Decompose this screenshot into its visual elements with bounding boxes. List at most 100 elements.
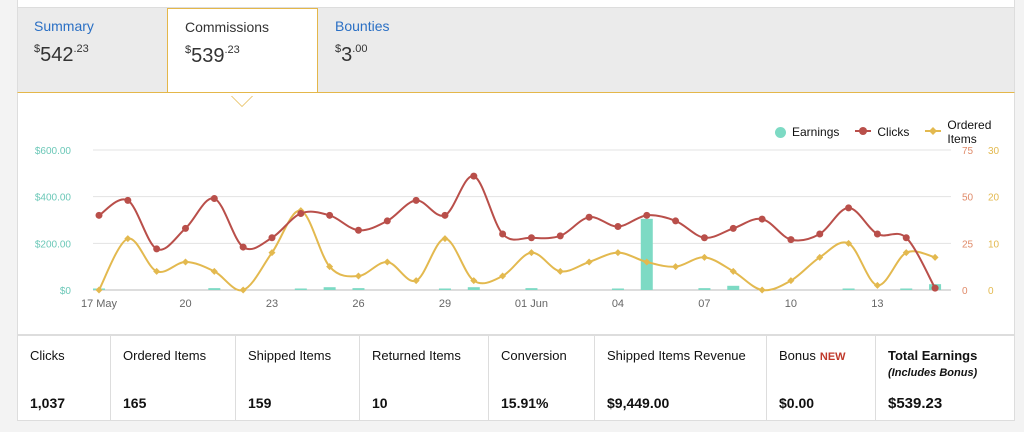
ordered-items-point [470, 277, 478, 285]
tab-bounties-amount: $3.00 [335, 43, 368, 66]
ordered-items-line [98, 209, 936, 292]
stat-shipped-revenue-value: $9,449.00 [607, 395, 670, 411]
stat-bonus-value: $0.00 [779, 395, 815, 411]
clicks-point [527, 234, 535, 242]
left-tick-label: $400.00 [35, 193, 72, 204]
legend-earnings[interactable]: Earnings [775, 118, 839, 146]
clicks-tick-label: 75 [962, 146, 974, 157]
clicks-point [614, 223, 622, 231]
clicks-point [787, 236, 795, 244]
stat-ordered-items: Ordered Items 165 [111, 336, 236, 420]
clicks-point [758, 215, 766, 223]
ordered-items-point [239, 286, 247, 294]
clicks-swatch-icon [855, 125, 872, 139]
clicks-tick-label: 25 [962, 239, 974, 250]
clicks-point [672, 217, 680, 225]
x-tick-label: 01 Jun [515, 298, 548, 310]
tab-summary-label: Summary [34, 18, 94, 34]
stat-bonus: Bonus NEW $0.00 [767, 336, 876, 420]
ordered-items-point [787, 277, 795, 285]
x-tick-label: 17 May [81, 298, 118, 310]
stat-ordered-items-label: Ordered Items [123, 348, 207, 363]
clicks-point [585, 213, 593, 221]
earnings-bar [294, 288, 307, 290]
clicks-point [556, 232, 564, 240]
stats-bar: Clicks 1,037 Ordered Items 165 Shipped Ite… [17, 335, 1015, 421]
legend-clicks[interactable]: Clicks [855, 118, 909, 146]
tab-summary-amount: $542.23 [34, 43, 89, 66]
stat-clicks-value: 1,037 [30, 395, 66, 411]
ordered-tick-label: 30 [988, 146, 1000, 157]
stat-shipped-items-value: 159 [248, 395, 272, 411]
clicks-point [729, 224, 737, 232]
clicks-point [700, 234, 708, 242]
ordered-items-point [181, 258, 189, 266]
left-tick-label: $600.00 [35, 146, 72, 157]
clicks-point [268, 234, 276, 242]
stat-total-earnings-label: Total Earnings [888, 348, 978, 363]
tab-commissions-label: Commissions [185, 19, 270, 35]
earnings-bar [525, 288, 538, 290]
stat-ordered-items-value: 165 [123, 395, 147, 411]
x-tick-label: 23 [266, 298, 278, 310]
ordered-items-point [729, 267, 737, 275]
ordered-items-point [700, 253, 708, 261]
top-strip [17, 0, 1015, 8]
stat-shipped-items-label: Shipped Items [248, 348, 332, 363]
stat-total-earnings-value: $539.23 [888, 395, 943, 412]
clicks-point [124, 196, 132, 204]
stat-clicks-label: Clicks [30, 348, 65, 363]
ordered-items-point [412, 277, 420, 285]
tab-commissions[interactable]: Commissions $539.23 [167, 8, 318, 92]
ordered-items-point [124, 235, 132, 243]
legend-clicks-label: Clicks [877, 125, 910, 139]
clicks-point [845, 204, 853, 212]
left-tick-label: $200.00 [35, 239, 72, 250]
legend-ordered-items-label: Ordered Items [947, 118, 992, 146]
stat-returned-items: Returned Items 10 [360, 336, 489, 420]
x-tick-label: 10 [785, 298, 797, 310]
legend-ordered-items[interactable]: Ordered Items [925, 118, 1024, 146]
earnings-bar [323, 287, 336, 290]
ordered-items-point [210, 267, 218, 275]
ordered-items-point [527, 249, 535, 257]
stat-total-earnings: Total Earnings (Includes Bonus) $539.23 [876, 336, 1014, 420]
ordered-items-point [585, 258, 593, 266]
clicks-tick-label: 50 [962, 193, 974, 204]
stat-conversion: Conversion 15.91% [489, 336, 595, 420]
earnings-bar [611, 288, 624, 290]
clicks-point [210, 195, 218, 203]
stat-conversion-label: Conversion [501, 348, 567, 363]
stat-conversion-value: 15.91% [501, 395, 549, 411]
ordered-items-point [816, 253, 824, 261]
tab-summary[interactable]: Summary $542.23 [17, 8, 167, 92]
ordered-items-point [845, 239, 853, 247]
ordered-items-point [931, 253, 939, 261]
ordered-items-point [873, 281, 881, 289]
stat-shipped-revenue-label: Shipped Items Revenue [607, 348, 746, 363]
ordered-tick-label: 0 [988, 286, 994, 297]
ordered-items-point [268, 249, 276, 257]
clicks-point [95, 211, 103, 219]
tab-bounties[interactable]: Bounties $3.00 [318, 8, 468, 92]
earnings-bar [438, 288, 451, 290]
earnings-bar [727, 285, 740, 290]
x-tick-label: 13 [871, 298, 883, 310]
ordered-items-point [643, 258, 651, 266]
stat-returned-items-value: 10 [372, 395, 388, 411]
clicks-point [239, 243, 247, 251]
clicks-point [383, 217, 391, 225]
stat-returned-items-label: Returned Items [372, 348, 461, 363]
ordered-tick-label: 10 [988, 239, 1000, 250]
clicks-point [816, 230, 824, 238]
chart-legend: Earnings Clicks Ordered Items [775, 118, 1024, 146]
stat-shipped-items: Shipped Items 159 [236, 336, 360, 420]
x-tick-label: 04 [612, 298, 624, 310]
clicks-tick-label: 0 [962, 286, 968, 297]
clicks-line [98, 175, 936, 289]
ordered-items-point [672, 263, 680, 271]
ordered-tick-label: 20 [988, 193, 1000, 204]
earnings-bar [640, 218, 653, 290]
x-tick-label: 26 [352, 298, 364, 310]
stat-clicks: Clicks 1,037 [18, 336, 111, 420]
